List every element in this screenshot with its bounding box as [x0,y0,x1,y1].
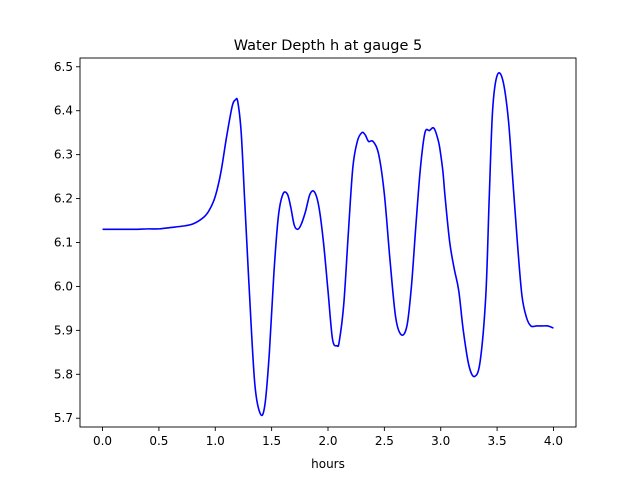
y-axis-ticks: 5.7 5.8 5.9 6.0 6.1 6.2 6.3 6.4 6.5 [54,60,80,425]
y-tick-label: 5.8 [54,367,73,381]
x-tick-label: 0.5 [149,434,168,448]
y-tick-label: 6.0 [54,279,73,293]
x-axis-ticks: 0.0 0.5 1.0 1.5 2.0 2.5 3.0 3.5 4.0 [93,427,563,448]
y-tick-label: 6.5 [54,60,73,74]
x-tick-label: 2.5 [375,434,394,448]
x-tick-label: 0.0 [93,434,112,448]
y-tick-label: 6.1 [54,236,73,250]
x-tick-label: 1.0 [206,434,225,448]
y-tick-label: 6.2 [54,192,73,206]
x-axis-title: hours [311,457,345,471]
y-tick-label: 5.9 [54,323,73,337]
x-tick-label: 4.0 [544,434,563,448]
y-tick-label: 5.7 [54,411,73,425]
x-tick-label: 3.0 [431,434,450,448]
chart-title: Water Depth h at gauge 5 [234,38,422,54]
y-tick-label: 6.3 [54,148,73,162]
series-line-water-depth [102,71,554,417]
y-tick-label: 6.4 [54,104,73,118]
x-tick-label: 3.5 [488,434,507,448]
x-tick-label: 2.0 [318,434,337,448]
plot-frame [79,57,577,428]
x-tick-label: 1.5 [262,434,281,448]
